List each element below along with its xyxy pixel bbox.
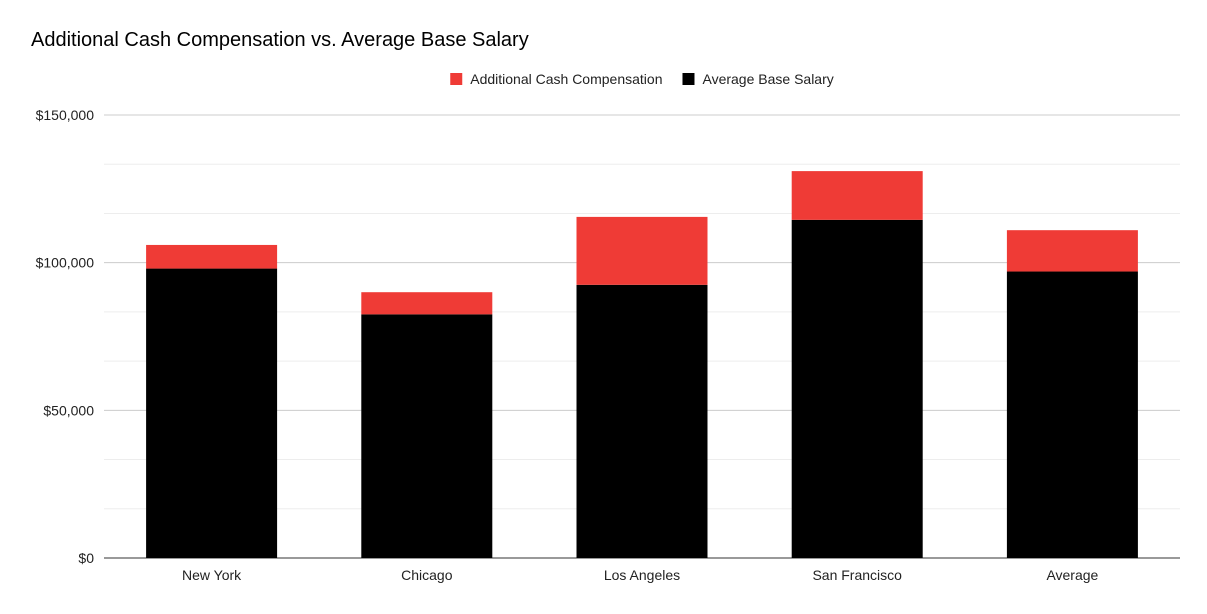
bar-base-salary xyxy=(791,219,923,559)
x-tick-label: San Francisco xyxy=(812,567,902,583)
legend-swatch xyxy=(450,73,463,85)
bar-additional-cash xyxy=(576,216,708,285)
bar-base-salary xyxy=(576,284,708,558)
bar-additional-cash xyxy=(361,292,493,315)
legend-label: Additional Cash Compensation xyxy=(470,71,662,87)
bar-additional-cash xyxy=(791,171,923,220)
y-tick-label: $150,000 xyxy=(36,107,95,123)
x-tick-label: Los Angeles xyxy=(604,567,680,583)
x-tick-label: Average xyxy=(1046,567,1098,583)
bar-base-salary xyxy=(1006,271,1138,558)
legend-label: Average Base Salary xyxy=(702,71,833,87)
bar-base-salary xyxy=(146,268,278,558)
x-tick-label: Chicago xyxy=(401,567,453,583)
bar-base-salary xyxy=(361,314,493,558)
y-tick-label: $50,000 xyxy=(43,402,94,418)
legend-swatch xyxy=(682,73,695,85)
y-tick-label: $100,000 xyxy=(36,255,95,271)
bar-additional-cash xyxy=(146,244,278,269)
chart-title: Additional Cash Compensation vs. Average… xyxy=(31,29,529,51)
y-tick-label: $0 xyxy=(78,550,94,566)
bar-additional-cash xyxy=(1006,230,1138,272)
x-tick-label: New York xyxy=(182,567,242,583)
